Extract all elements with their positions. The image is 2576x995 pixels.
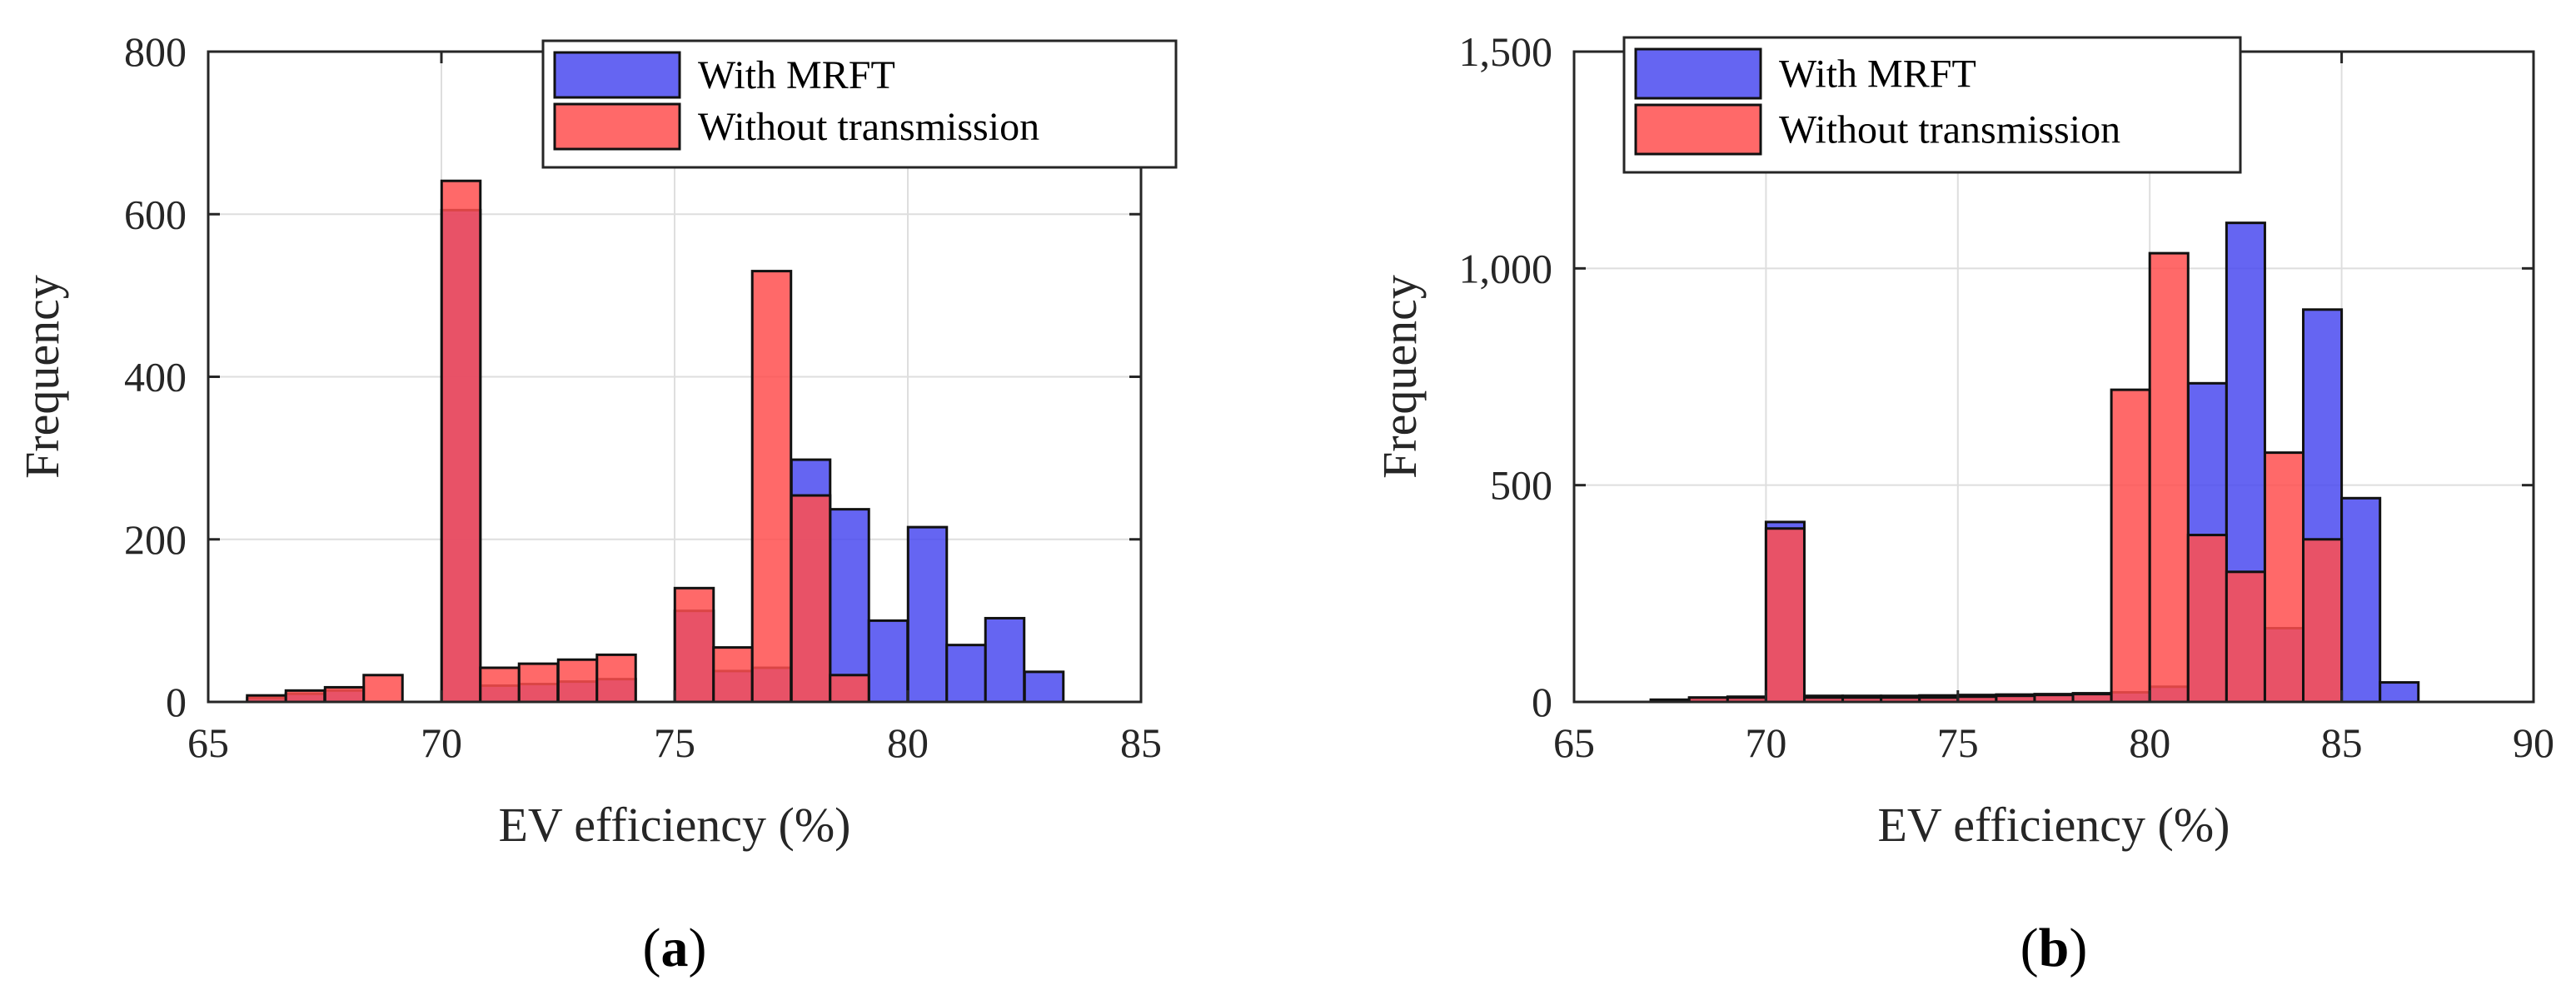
bar-without-transmission <box>284 689 326 704</box>
y-tick-label: 200 <box>124 516 187 563</box>
panel-label: (a) <box>643 918 707 978</box>
bar-without-transmission <box>2225 570 2266 704</box>
y-tick-label: 1,500 <box>1459 28 1553 75</box>
bar-with-mrft <box>829 508 870 704</box>
legend-label-with-mrft: With MRFT <box>1779 52 1976 97</box>
x-tick-label: 70 <box>421 719 462 766</box>
y-tick-label: 0 <box>166 679 187 725</box>
panel-a: 65 70 75 80 85 0 200 400 600 800 EV efficiency (%)… <box>15 28 1178 978</box>
x-axis-label: EV efficiency (%) <box>499 798 851 852</box>
x-tick-label: 75 <box>654 719 695 766</box>
panel-label-close: ) <box>2069 918 2087 978</box>
x-tick-label: 80 <box>887 719 929 766</box>
bar-without-transmission <box>2110 388 2151 704</box>
y-tick-label: 600 <box>124 191 187 237</box>
bar-without-transmission <box>323 685 366 704</box>
bar-with-mrft <box>984 616 1026 704</box>
y-tick-label: 400 <box>124 354 187 400</box>
panel-label-close: ) <box>689 918 707 978</box>
x-tick-label: 65 <box>187 719 229 766</box>
legend-swatch-without-transmission <box>1634 103 1762 156</box>
bar-without-transmission <box>790 494 832 704</box>
x-tick-label: 85 <box>2321 719 2363 766</box>
y-tick-label: 500 <box>1490 462 1552 509</box>
panel-label-letter: b <box>2039 918 2070 978</box>
legend-label-with-mrft: With MRFT <box>698 53 895 97</box>
bar-with-mrft <box>945 644 987 704</box>
bar-without-transmission <box>440 179 482 704</box>
bar-without-transmission <box>712 646 754 704</box>
bar-without-transmission <box>2186 534 2228 704</box>
bar-without-transmission <box>595 653 637 704</box>
x-tick-label: 65 <box>1553 719 1595 766</box>
y-tick-label: 800 <box>124 28 187 75</box>
legend-label-without-transmission: Without transmission <box>1779 108 2120 152</box>
legend-swatch-without-transmission <box>553 102 681 151</box>
legend: With MRFT Without transmission <box>541 39 1178 169</box>
y-tick-label: 0 <box>1532 679 1552 725</box>
bar-with-mrft <box>867 619 909 704</box>
y-axis-label: Frequency <box>1373 275 1427 479</box>
panel-label-open: ( <box>643 918 661 978</box>
x-tick-label: 90 <box>2513 719 2554 766</box>
bar-without-transmission <box>2263 451 2305 704</box>
x-axis-label: EV efficiency (%) <box>1878 798 2230 852</box>
panel-b: 65 70 75 80 85 90 0 500 1,000 1,500 EV efficiency … <box>1373 28 2554 978</box>
x-tick-label: 80 <box>2129 719 2170 766</box>
x-tick-label: 85 <box>1120 719 1162 766</box>
legend-swatch-with-mrft <box>553 51 681 99</box>
panel-label-letter: a <box>661 918 689 978</box>
bar-with-mrft <box>2379 681 2420 704</box>
legend-swatch-with-mrft <box>1634 47 1762 100</box>
bar-without-transmission <box>1764 527 1806 704</box>
bar-without-transmission <box>673 586 715 704</box>
y-axis-label: Frequency <box>15 275 69 479</box>
bar-with-mrft <box>1023 670 1065 704</box>
x-tick-label: 70 <box>1745 719 1786 766</box>
bar-without-transmission <box>362 674 404 704</box>
bar-without-transmission <box>479 666 521 704</box>
bar-without-transmission <box>2302 538 2344 704</box>
bar-without-transmission <box>2148 251 2190 704</box>
bar-with-mrft <box>906 525 949 704</box>
legend-label-without-transmission: Without transmission <box>698 105 1039 149</box>
panel-label-open: ( <box>2020 918 2039 978</box>
legend: With MRFT Without transmission <box>1622 36 2242 174</box>
bar-without-transmission <box>829 674 870 704</box>
bar-without-transmission <box>750 270 793 704</box>
bar-without-transmission <box>556 658 599 704</box>
y-tick-label: 1,000 <box>1459 245 1553 291</box>
bar-without-transmission <box>517 662 560 704</box>
panel-label: (b) <box>2020 918 2088 978</box>
x-tick-label: 75 <box>1937 719 1979 766</box>
bar-with-mrft <box>2340 496 2382 704</box>
